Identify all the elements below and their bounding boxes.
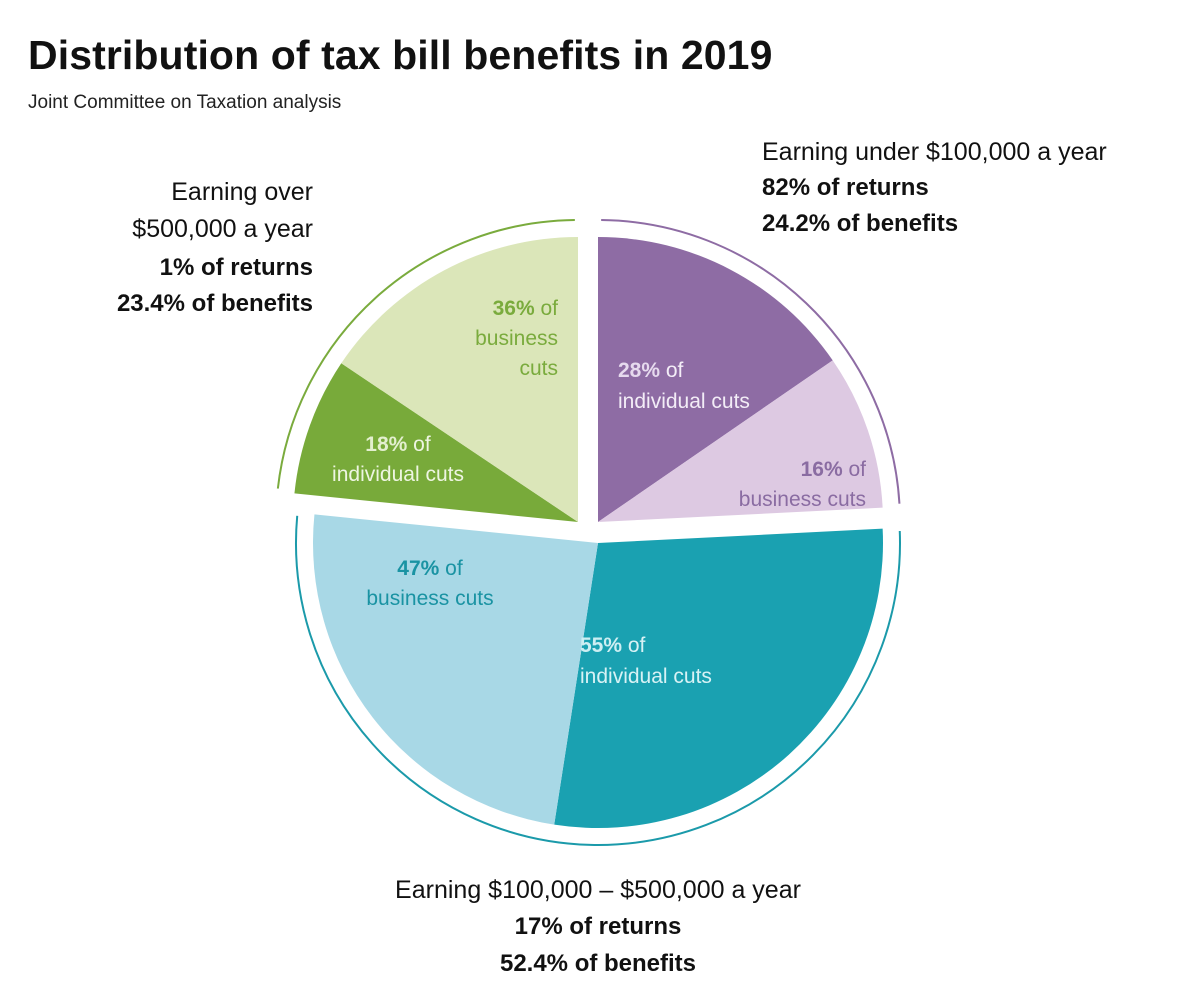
chart-subtitle: Joint Committee on Taxation analysis bbox=[28, 92, 342, 113]
slice-of: of bbox=[407, 433, 431, 456]
slice-pct: 18% bbox=[365, 433, 407, 456]
group-returns-under: 82% of returns bbox=[762, 174, 929, 201]
slice-of: of bbox=[439, 557, 463, 580]
slice-label-under-individual-line2: individual cuts bbox=[618, 390, 750, 413]
slice-of: of bbox=[535, 297, 559, 320]
slice-pct: 28% bbox=[618, 359, 660, 382]
slice-of: of bbox=[622, 634, 646, 657]
ring-over bbox=[276, 219, 575, 489]
slice-label-over-individual: 18% of bbox=[365, 433, 431, 456]
slice-label-over-business-line3: cuts bbox=[519, 357, 558, 380]
group-benefits-over: 23.4% of benefits bbox=[117, 290, 313, 317]
ring-mid bbox=[295, 515, 901, 846]
group-label-under: Earning under $100,000 a year bbox=[762, 138, 1107, 166]
slice-pct: 55% bbox=[580, 634, 622, 657]
slice-label-mid-individual-line2: individual cuts bbox=[580, 665, 712, 688]
slice-over-business bbox=[341, 237, 578, 522]
group-label-mid: Earning $100,000 – $500,000 a year bbox=[395, 876, 801, 904]
slice-label-under-individual: 28% of bbox=[618, 359, 684, 382]
slice-label-over-business-line2: business bbox=[475, 327, 558, 350]
pie-slices bbox=[294, 237, 884, 829]
group-label-over: Earning over bbox=[171, 178, 313, 206]
slice-pct: 16% bbox=[801, 458, 843, 481]
slice-mid-business bbox=[313, 514, 598, 825]
group-returns-over: 1% of returns bbox=[160, 254, 313, 281]
slice-mid-individual bbox=[554, 528, 884, 829]
group-benefits-mid: 52.4% of benefits bbox=[500, 950, 696, 977]
group-labels: Earning under $100,000 a year 82% of ret… bbox=[117, 138, 1107, 977]
ring-under bbox=[601, 219, 901, 504]
slice-pct: 47% bbox=[397, 557, 439, 580]
slice-of: of bbox=[843, 458, 867, 481]
slice-label-over-business: 36% of bbox=[493, 297, 559, 320]
chart-title: Distribution of tax bill benefits in 201… bbox=[28, 32, 773, 78]
slice-pct: 36% bbox=[493, 297, 535, 320]
slice-label-mid-business-line2: business cuts bbox=[366, 587, 493, 610]
group-benefits-under: 24.2% of benefits bbox=[762, 210, 958, 237]
slice-label-mid-business: 47% of bbox=[397, 557, 463, 580]
slice-label-mid-individual: 55% of bbox=[580, 634, 646, 657]
slice-label-under-business-line2: business cuts bbox=[739, 488, 866, 511]
slice-over-individual bbox=[294, 363, 578, 522]
slice-label-over-individual-line2: individual cuts bbox=[332, 463, 464, 486]
slice-labels: 28% of individual cuts 16% of business c… bbox=[332, 297, 866, 688]
outer-rings bbox=[276, 219, 901, 846]
slice-under-individual bbox=[598, 237, 833, 522]
slice-label-under-business: 16% of bbox=[801, 458, 867, 481]
group-label-over-line2: $500,000 a year bbox=[132, 215, 313, 243]
slice-under-business bbox=[598, 360, 883, 522]
group-returns-mid: 17% of returns bbox=[515, 913, 682, 940]
slice-of: of bbox=[660, 359, 684, 382]
